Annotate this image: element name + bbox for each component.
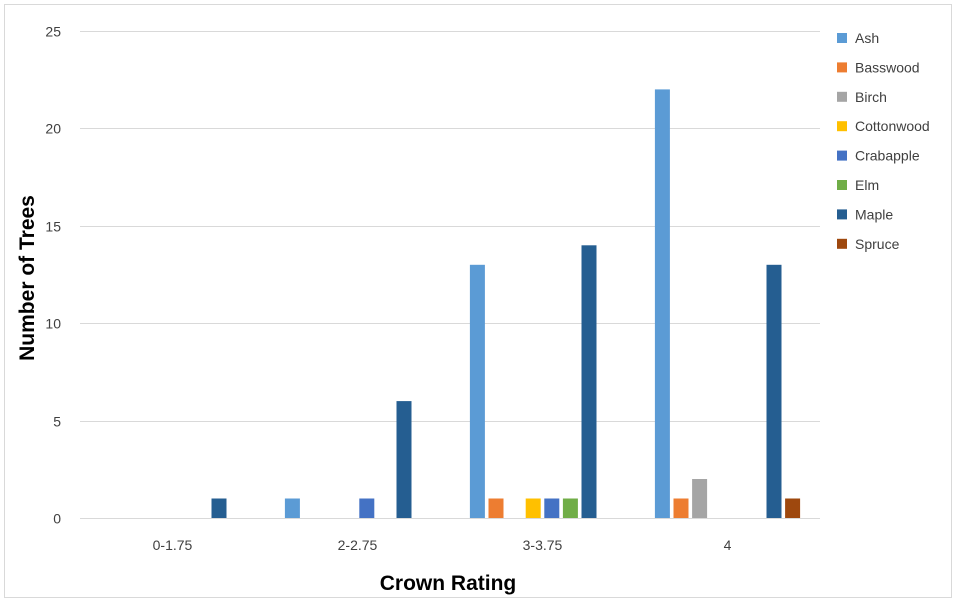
y-tick-label: 15	[45, 219, 61, 235]
bar-cottonwood-2	[525, 498, 541, 518]
y-tick-label: 10	[45, 316, 61, 332]
legend-swatch	[837, 150, 847, 161]
bar-crabapple-2	[544, 498, 560, 518]
y-tick-label: 5	[53, 414, 61, 430]
legend-swatch	[837, 238, 847, 249]
bar-ash-3	[654, 89, 670, 519]
legend-item-elm: Elm	[837, 177, 879, 193]
bar-ash-1	[284, 498, 300, 518]
x-tick-label: 0-1.75	[153, 537, 193, 553]
legend: Ash Basswood Birch Cottonwood Crabapple Elm Ma…	[837, 30, 930, 252]
legend-label: Birch	[855, 89, 887, 105]
y-axis-title: Number of Trees	[16, 195, 39, 361]
legend-label: Elm	[855, 177, 879, 193]
y-tick-labels: 0 5 10 15 20 25	[45, 24, 61, 527]
y-tick-label: 20	[45, 121, 61, 137]
bar-crabapple-1	[359, 498, 375, 518]
legend-swatch	[837, 91, 847, 102]
bar-maple-3	[766, 264, 782, 518]
x-tick-label: 4	[724, 537, 732, 553]
x-tick-label: 3-3.75	[523, 537, 563, 553]
legend-item-crabapple: Crabapple	[837, 148, 920, 164]
bar-birch-3	[692, 479, 708, 518]
legend-item-maple: Maple	[837, 206, 893, 222]
legend-label: Basswood	[855, 59, 920, 75]
legend-item-basswood: Basswood	[837, 59, 920, 75]
bars	[211, 89, 801, 519]
bar-basswood-3	[673, 498, 689, 518]
bar-elm-2	[562, 498, 578, 518]
legend-label: Spruce	[855, 236, 900, 252]
x-tick-label: 2-2.75	[338, 537, 378, 553]
y-tick-label: 25	[45, 24, 61, 40]
legend-swatch	[837, 180, 847, 190]
gridlines	[80, 31, 820, 519]
legend-swatch	[837, 33, 847, 43]
legend-item-birch: Birch	[837, 89, 887, 105]
legend-swatch	[837, 121, 847, 132]
legend-item-cottonwood: Cottonwood	[837, 118, 930, 134]
legend-label: Maple	[855, 206, 893, 222]
legend-item-spruce: Spruce	[837, 236, 900, 252]
legend-swatch	[837, 62, 847, 73]
x-tick-labels: 0-1.75 2-2.75 3-3.75 4	[153, 537, 732, 553]
bar-basswood-2	[488, 498, 504, 518]
bar-maple-2	[581, 245, 597, 519]
legend-label: Cottonwood	[855, 118, 930, 134]
x-axis-title: Crown Rating	[380, 572, 517, 595]
legend-swatch	[837, 209, 847, 220]
legend-label: Crabapple	[855, 148, 920, 164]
legend-label: Ash	[855, 30, 879, 46]
bar-spruce-3	[785, 498, 801, 518]
legend-item-ash: Ash	[837, 30, 879, 46]
bar-ash-2	[469, 264, 485, 518]
bar-maple-1	[396, 401, 412, 518]
bar-maple-0	[211, 498, 227, 518]
y-tick-label: 0	[53, 511, 61, 527]
